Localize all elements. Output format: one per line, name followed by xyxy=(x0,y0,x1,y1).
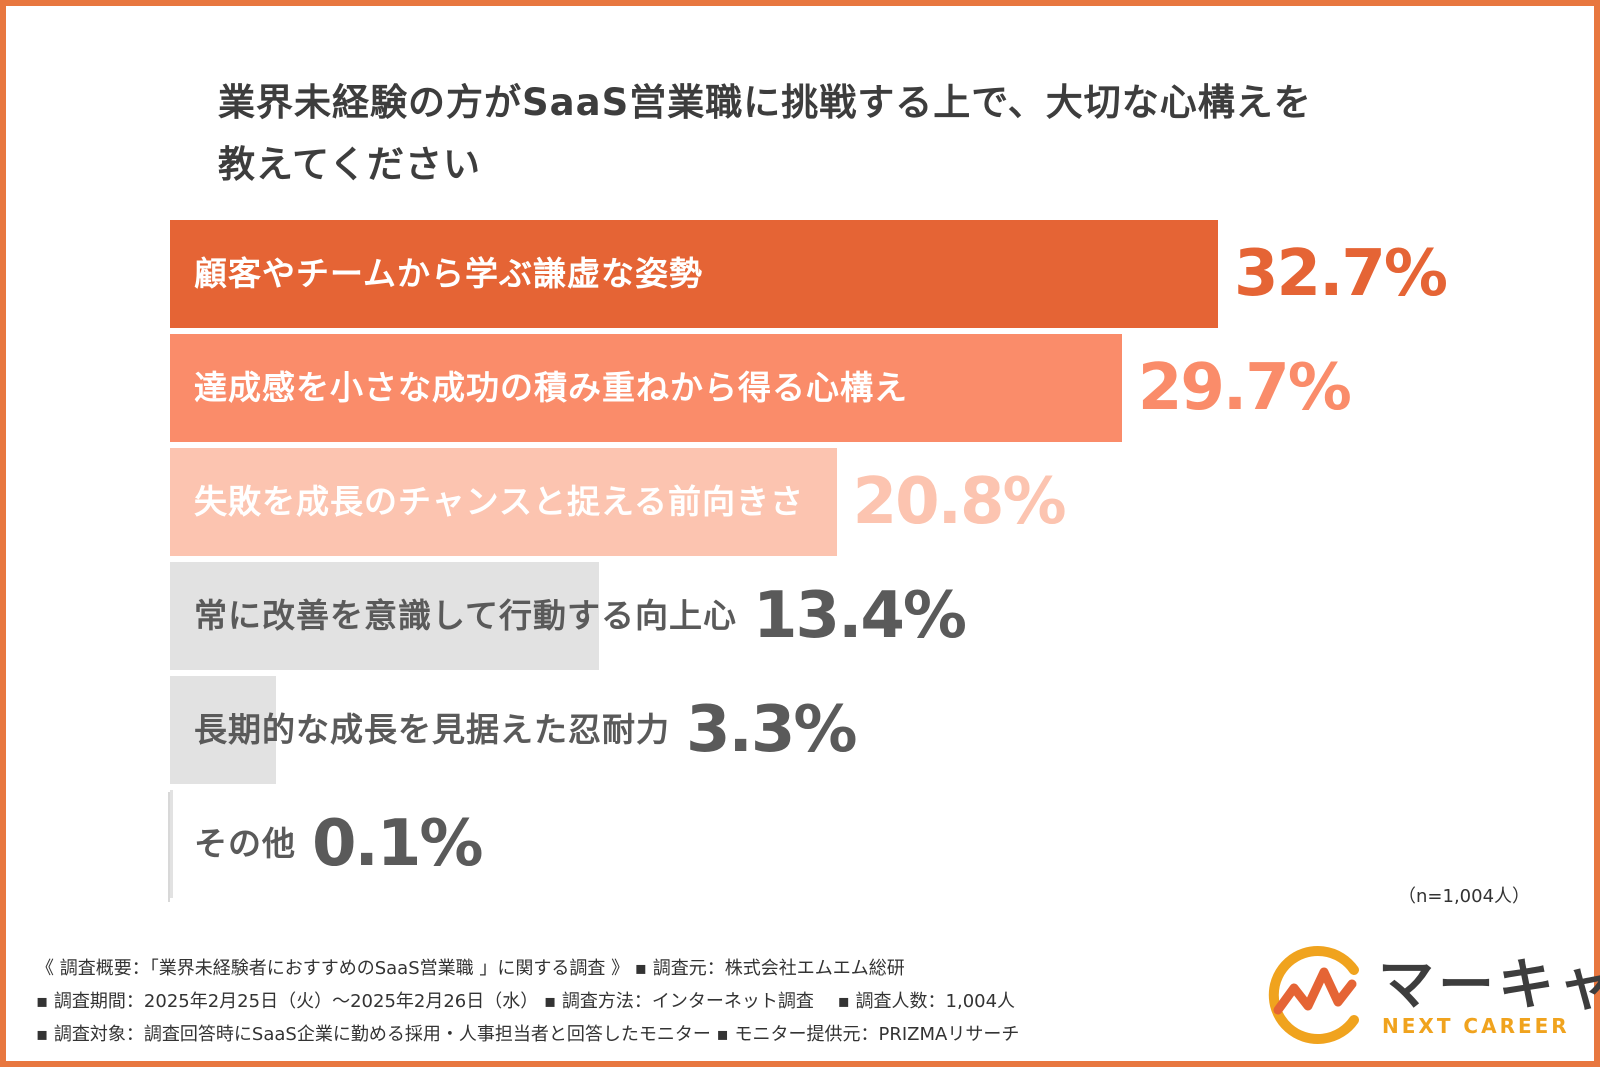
bar-label-2: 達成感を小さな成功の積み重ねから得る心構え xyxy=(194,368,908,407)
bar-value-6: 0.1% xyxy=(312,807,483,881)
bar-3 xyxy=(170,448,837,556)
bar-value-2: 29.7% xyxy=(1137,351,1352,425)
logo-mark-icon xyxy=(1268,946,1359,1044)
bar-label-5: 長期的な成長を見据えた忍耐力 xyxy=(194,710,670,749)
chart-title: 業界未経験の方がSaaS営業職に挑戦する上で、大切な心構えを 教えてください xyxy=(218,72,1418,196)
bar-value-4: 13.4% xyxy=(753,579,967,653)
bar-5 xyxy=(170,676,276,784)
chart-title-line-2: 教えてください xyxy=(218,143,482,186)
logo-name: マーキャリ xyxy=(1378,953,1600,1018)
survey-footnotes: 《 調査概要：「業界未経験者におすすめのSaaS営業職 」に関する調査 》 ▪ … xyxy=(36,952,1019,1051)
bar-value-5: 3.3% xyxy=(686,693,857,767)
footnote-line: 《 調査概要：「業界未経験者におすすめのSaaS営業職 」に関する調査 》 ▪ … xyxy=(36,958,905,979)
bar-label-3: 失敗を成長のチャンスと捉える前向きさ xyxy=(194,482,805,521)
brand-logo: マーキャリ NEXT CAREER xyxy=(1258,940,1600,1050)
sample-size-note: （n=1,004人） xyxy=(1398,886,1531,907)
bar-label-6: その他 xyxy=(194,824,296,863)
axis-line xyxy=(168,792,170,902)
bar-2 xyxy=(170,334,1122,442)
bar-1 xyxy=(170,220,1218,328)
bar-value-1: 32.7% xyxy=(1234,237,1448,311)
bar-value-3: 20.8% xyxy=(852,465,1067,539)
bar-label-4: 常に改善を意識して行動する向上心 xyxy=(194,596,738,635)
logo-subtitle: NEXT CAREER xyxy=(1382,1014,1570,1038)
bar-4 xyxy=(170,562,600,670)
bar-6 xyxy=(170,790,174,898)
chart-title-line-1: 業界未経験の方がSaaS営業職に挑戦する上で、大切な心構えを xyxy=(218,81,1312,124)
footnote-line: ▪ 調査対象：調査回答時にSaaS企業に勤める採用・人事担当者と回答したモニター… xyxy=(36,1024,1020,1045)
footnote-line: ▪ 調査期間：2025年2月25日（火）〜2025年2月26日（水） ▪ 調査方… xyxy=(36,991,1016,1012)
bar-label-1: 顧客やチームから学ぶ謙虚な姿勢 xyxy=(194,254,704,293)
